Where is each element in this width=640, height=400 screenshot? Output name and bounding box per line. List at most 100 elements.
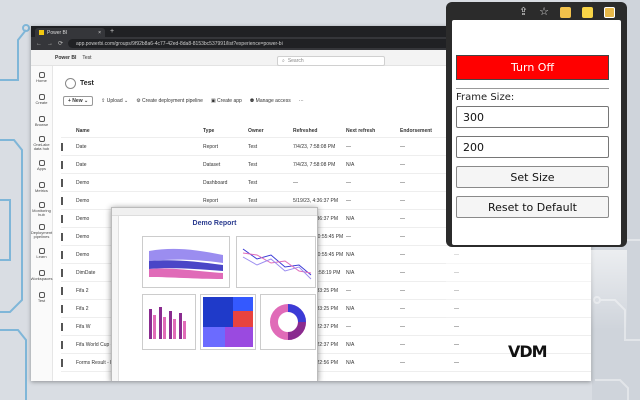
col-type[interactable]: Type [203, 127, 215, 134]
star-icon[interactable]: ☆ [539, 5, 549, 18]
popup-separator [456, 88, 609, 89]
set-size-button[interactable]: Set Size [456, 166, 609, 188]
row-sensitivity: — [454, 341, 459, 348]
frame-ext-icon[interactable] [604, 6, 615, 18]
nav-item-apps[interactable]: Apps [31, 154, 52, 176]
popup-reflection [446, 250, 627, 330]
column-chart-graphic [149, 307, 186, 339]
frame-size-label: Frame Size: [456, 92, 515, 103]
nav-item-metrics[interactable]: Metrics [31, 176, 52, 198]
item-type-icon [61, 232, 63, 241]
tab-title: Power BI [47, 29, 68, 36]
monitoring-icon [38, 201, 45, 208]
row-name[interactable]: DimDate [76, 269, 96, 276]
item-type-icon [61, 286, 76, 295]
col-name[interactable]: Name [76, 127, 90, 134]
share-icon[interactable]: ⇪ [518, 5, 529, 18]
row-name[interactable]: Date [76, 161, 87, 168]
col-next-refresh[interactable]: Next refresh [346, 127, 376, 134]
row-refreshed: 11/15/22, 10:55:45 PM [293, 251, 344, 258]
row-endorsement: — [400, 269, 405, 276]
row-next-refresh: N/A [346, 161, 355, 168]
new-tab-button[interactable]: + [110, 28, 115, 35]
brand-label[interactable]: Power BI [55, 54, 77, 61]
item-type-icon [61, 232, 76, 241]
frame-height-input[interactable]: 200 [456, 136, 609, 158]
row-next-refresh: N/A [346, 359, 355, 366]
item-type-icon [61, 160, 76, 169]
report-preview-title: Demo Report [192, 220, 237, 227]
nav-item-monitoring[interactable]: Monitoring hub [31, 198, 52, 220]
row-type: Dataset [203, 161, 221, 168]
content-table: Name Type Owner Refreshed Next refresh E… [61, 124, 591, 372]
reset-default-button[interactable]: Reset to Default [456, 196, 609, 218]
row-endorsement: — [400, 359, 405, 366]
reload-icon[interactable]: ⟳ [58, 41, 64, 47]
row-endorsement: — [400, 287, 405, 294]
row-owner: Test [248, 143, 258, 150]
item-type-icon [61, 142, 76, 151]
nav-item-deployment[interactable]: Deployment pipelines [31, 220, 52, 242]
row-owner: Test [248, 161, 258, 168]
new-button[interactable]: + New ⌄ [63, 96, 94, 106]
item-type-icon [61, 304, 76, 313]
row-endorsement: — [400, 161, 405, 168]
nav-item-onelake[interactable]: OneLake data hub [31, 132, 52, 154]
row-name[interactable]: Fifa 2 [76, 287, 89, 294]
forward-icon[interactable]: → [47, 40, 53, 47]
row-name[interactable]: Fifa 2 [76, 305, 89, 312]
row-name[interactable]: Demo [76, 197, 90, 204]
apps-icon [38, 159, 45, 166]
test-workspace-icon [38, 291, 45, 298]
col-endorsement[interactable]: Endorsement [400, 127, 432, 134]
nav-item-create[interactable]: Create [31, 88, 52, 110]
refresh-ext-icon[interactable] [582, 6, 593, 18]
row-name[interactable]: Demo [76, 251, 90, 258]
report-preview[interactable]: Demo Report [111, 207, 318, 381]
nav-item-home[interactable]: Home [31, 66, 52, 88]
extension-icon[interactable] [560, 6, 571, 18]
col-owner[interactable]: Owner [248, 127, 264, 134]
extension-toolbar: ⇪ ☆ [454, 5, 619, 19]
create-app-button[interactable]: ▣ Create app [210, 98, 242, 104]
item-type-icon [61, 214, 76, 223]
deployment-pipeline-button[interactable]: ⚙ Create deployment pipeline [136, 98, 203, 104]
search-box[interactable]: ⌕ Search [277, 56, 385, 66]
row-name[interactable]: Fifa W [76, 323, 91, 330]
nav-item-learn[interactable]: Learn [31, 242, 52, 264]
more-options-button[interactable]: ··· [298, 98, 304, 104]
item-type-icon [61, 178, 63, 187]
row-name[interactable]: Demo [76, 215, 90, 222]
nav-item-test[interactable]: Test [31, 286, 52, 308]
row-name[interactable]: Demo [76, 233, 90, 240]
preview-line-chart [236, 236, 316, 288]
row-next-refresh: N/A [346, 251, 355, 258]
row-name[interactable]: Demo [76, 179, 90, 186]
create-icon [38, 93, 45, 100]
col-refreshed[interactable]: Refreshed [293, 127, 318, 134]
row-type: Report [203, 197, 219, 204]
frame-width-input[interactable]: 300 [456, 106, 609, 128]
tab-powerbi[interactable]: Power BI × [35, 28, 105, 37]
back-icon[interactable]: ← [36, 40, 42, 47]
deployment-icon [38, 223, 45, 230]
row-name[interactable]: Date [76, 143, 87, 150]
row-refreshed: 7/4/23, 7:58:08 PM [293, 143, 336, 150]
tab-close-icon[interactable]: × [98, 29, 101, 36]
row-next-refresh: — [346, 197, 351, 204]
manage-access-button[interactable]: ⚉ Manage access [249, 98, 291, 104]
upload-button[interactable]: ⇪ Upload ⌄ [101, 98, 129, 104]
row-next-refresh: N/A [346, 305, 355, 312]
row-name[interactable]: Forms Result - Pakistan UG [76, 359, 139, 366]
item-type-icon [61, 214, 63, 223]
workspace-breadcrumb[interactable]: Test [82, 54, 92, 61]
turn-off-button[interactable]: Turn Off [456, 55, 609, 80]
workspace-avatar [65, 78, 76, 89]
nav-item-workspaces[interactable]: Workspaces [31, 264, 52, 286]
preview-sidebar [112, 216, 119, 381]
row-endorsement: — [400, 215, 405, 222]
row-endorsement: — [400, 179, 405, 186]
item-type-icon [61, 322, 76, 331]
nav-item-browse[interactable]: Browse [31, 110, 52, 132]
url-field[interactable]: app.powerbi.com/groups/9f92b8a6-4c77-42e… [68, 39, 586, 48]
